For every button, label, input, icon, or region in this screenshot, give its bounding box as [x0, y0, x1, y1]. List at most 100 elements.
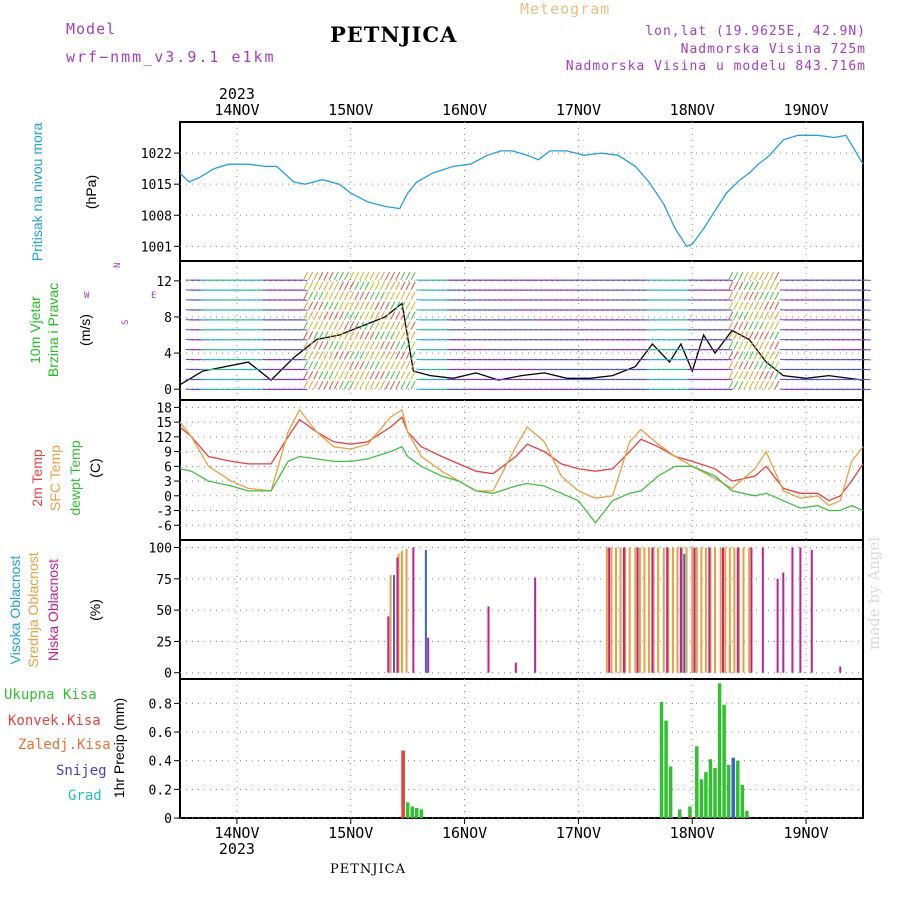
- bar-cloud-2: [721, 547, 724, 673]
- wind-barb: [344, 321, 350, 330]
- wind-barb: [764, 321, 770, 330]
- panel-frame-pressure: [179, 121, 864, 262]
- wind-barb: [758, 311, 764, 320]
- wind-barb: [344, 311, 350, 320]
- wind-barb: [328, 380, 334, 390]
- wind-barb: [764, 370, 770, 380]
- wind-barb: [303, 311, 309, 320]
- compass-west: W: [84, 291, 90, 301]
- wind-barb: [303, 271, 309, 281]
- wind-barb: [390, 380, 396, 390]
- wind-barb: [359, 341, 365, 350]
- wind-barb: [395, 341, 401, 350]
- wind-barb: [410, 361, 416, 370]
- wind-barb: [379, 370, 385, 380]
- wind-barb: [369, 331, 375, 340]
- wind-barb: [774, 311, 780, 320]
- wind-barb: [774, 291, 780, 301]
- wind-barb: [733, 281, 739, 291]
- wind-barb: [313, 341, 319, 350]
- wind-barb: [374, 370, 380, 380]
- wind-barb: [379, 341, 385, 350]
- wind-barb: [323, 380, 329, 390]
- bar-cloud-2: [666, 547, 669, 673]
- bar-cloud-2: [750, 547, 753, 673]
- wind-barb: [303, 370, 309, 380]
- bar-cloud-2: [799, 547, 802, 673]
- wind-barb: [379, 311, 385, 320]
- bar-precip-0: [659, 701, 664, 818]
- bar-cloud-2: [776, 578, 779, 673]
- ytick-label-cloud: 75: [156, 573, 172, 588]
- temp-axis-unit: (C): [87, 458, 103, 477]
- xtick-label-bottom: 19NOV: [784, 824, 829, 842]
- compass-south: S: [121, 320, 131, 325]
- wind-barb: [374, 291, 380, 301]
- wind-barb: [354, 341, 360, 350]
- wind-barb: [318, 380, 324, 390]
- wind-barb: [390, 341, 396, 350]
- wind-barb: [733, 271, 739, 281]
- wind-barb: [359, 311, 365, 320]
- xtick-label-bottom: 14NOV: [214, 824, 259, 842]
- wind-barb: [379, 281, 385, 291]
- bar-cloud-1: [704, 547, 707, 673]
- bar-cloud-2: [693, 547, 696, 673]
- bar-cloud-1: [643, 547, 646, 673]
- wind-barb: [743, 380, 749, 390]
- ytick-label-pressure: 1015: [141, 178, 172, 193]
- wind-barb: [769, 301, 775, 310]
- bar-cloud-1: [681, 547, 684, 673]
- bar-precip-0: [415, 807, 419, 818]
- wind-barb: [728, 351, 734, 360]
- wind-barb: [395, 291, 401, 301]
- wind-barb: [753, 321, 759, 330]
- bar-cloud-1: [405, 548, 408, 673]
- wind-barb: [738, 351, 744, 360]
- wind-barb: [405, 380, 411, 390]
- ytick-label-cloud: 100: [149, 542, 172, 557]
- xtick-label-top: 19NOV: [784, 101, 829, 119]
- wind-barb: [379, 321, 385, 330]
- precip-legend-1: Konvek.Kisa: [8, 713, 101, 729]
- bar-cloud-1: [638, 547, 641, 673]
- wind-barb: [354, 321, 360, 330]
- wind-barb: [410, 291, 416, 301]
- bar-precip-0: [419, 809, 424, 818]
- wind-barb: [333, 291, 339, 301]
- bar-cloud-1: [619, 547, 622, 673]
- bar-cloud-1: [610, 547, 613, 673]
- wind-barb: [313, 331, 319, 340]
- wind-barb: [385, 351, 390, 360]
- wind-barb: [313, 301, 319, 310]
- wind-barb: [738, 271, 744, 281]
- wind-barb: [338, 291, 344, 301]
- bar-cloud-2: [608, 547, 611, 673]
- pressure-axis-title: Pritisak na nivou mora: [29, 123, 45, 262]
- bar-cloud-1: [685, 547, 688, 673]
- wind-barb: [338, 370, 344, 380]
- temp-axis-title-1: 2m Temp: [29, 449, 45, 507]
- wind-barb: [303, 281, 309, 291]
- wind-barb: [369, 361, 375, 370]
- wind-barb: [410, 341, 416, 350]
- wind-barb: [405, 271, 411, 281]
- ytick-label-temperature: 9: [164, 446, 172, 461]
- wind-barb: [323, 341, 329, 350]
- wind-barb: [733, 301, 739, 310]
- wind-axis-title-1: 10m Vjetar: [27, 296, 43, 364]
- wind-barb: [303, 380, 309, 390]
- bar-precip-0: [708, 759, 713, 818]
- wind-barb: [313, 351, 319, 360]
- xtick-label-top: 15NOV: [328, 101, 373, 119]
- wind-barb: [743, 301, 749, 310]
- ytick-label-temperature: -6: [156, 519, 172, 534]
- wind-barb: [328, 341, 334, 350]
- ytick-label-wind: 12: [156, 275, 172, 290]
- ytick-label-temperature: -3: [156, 505, 172, 520]
- wind-barb: [769, 361, 775, 370]
- wind-barb: [349, 321, 355, 330]
- wind-barb: [379, 271, 385, 281]
- wind-barb: [328, 361, 334, 370]
- wind-barb: [313, 311, 319, 320]
